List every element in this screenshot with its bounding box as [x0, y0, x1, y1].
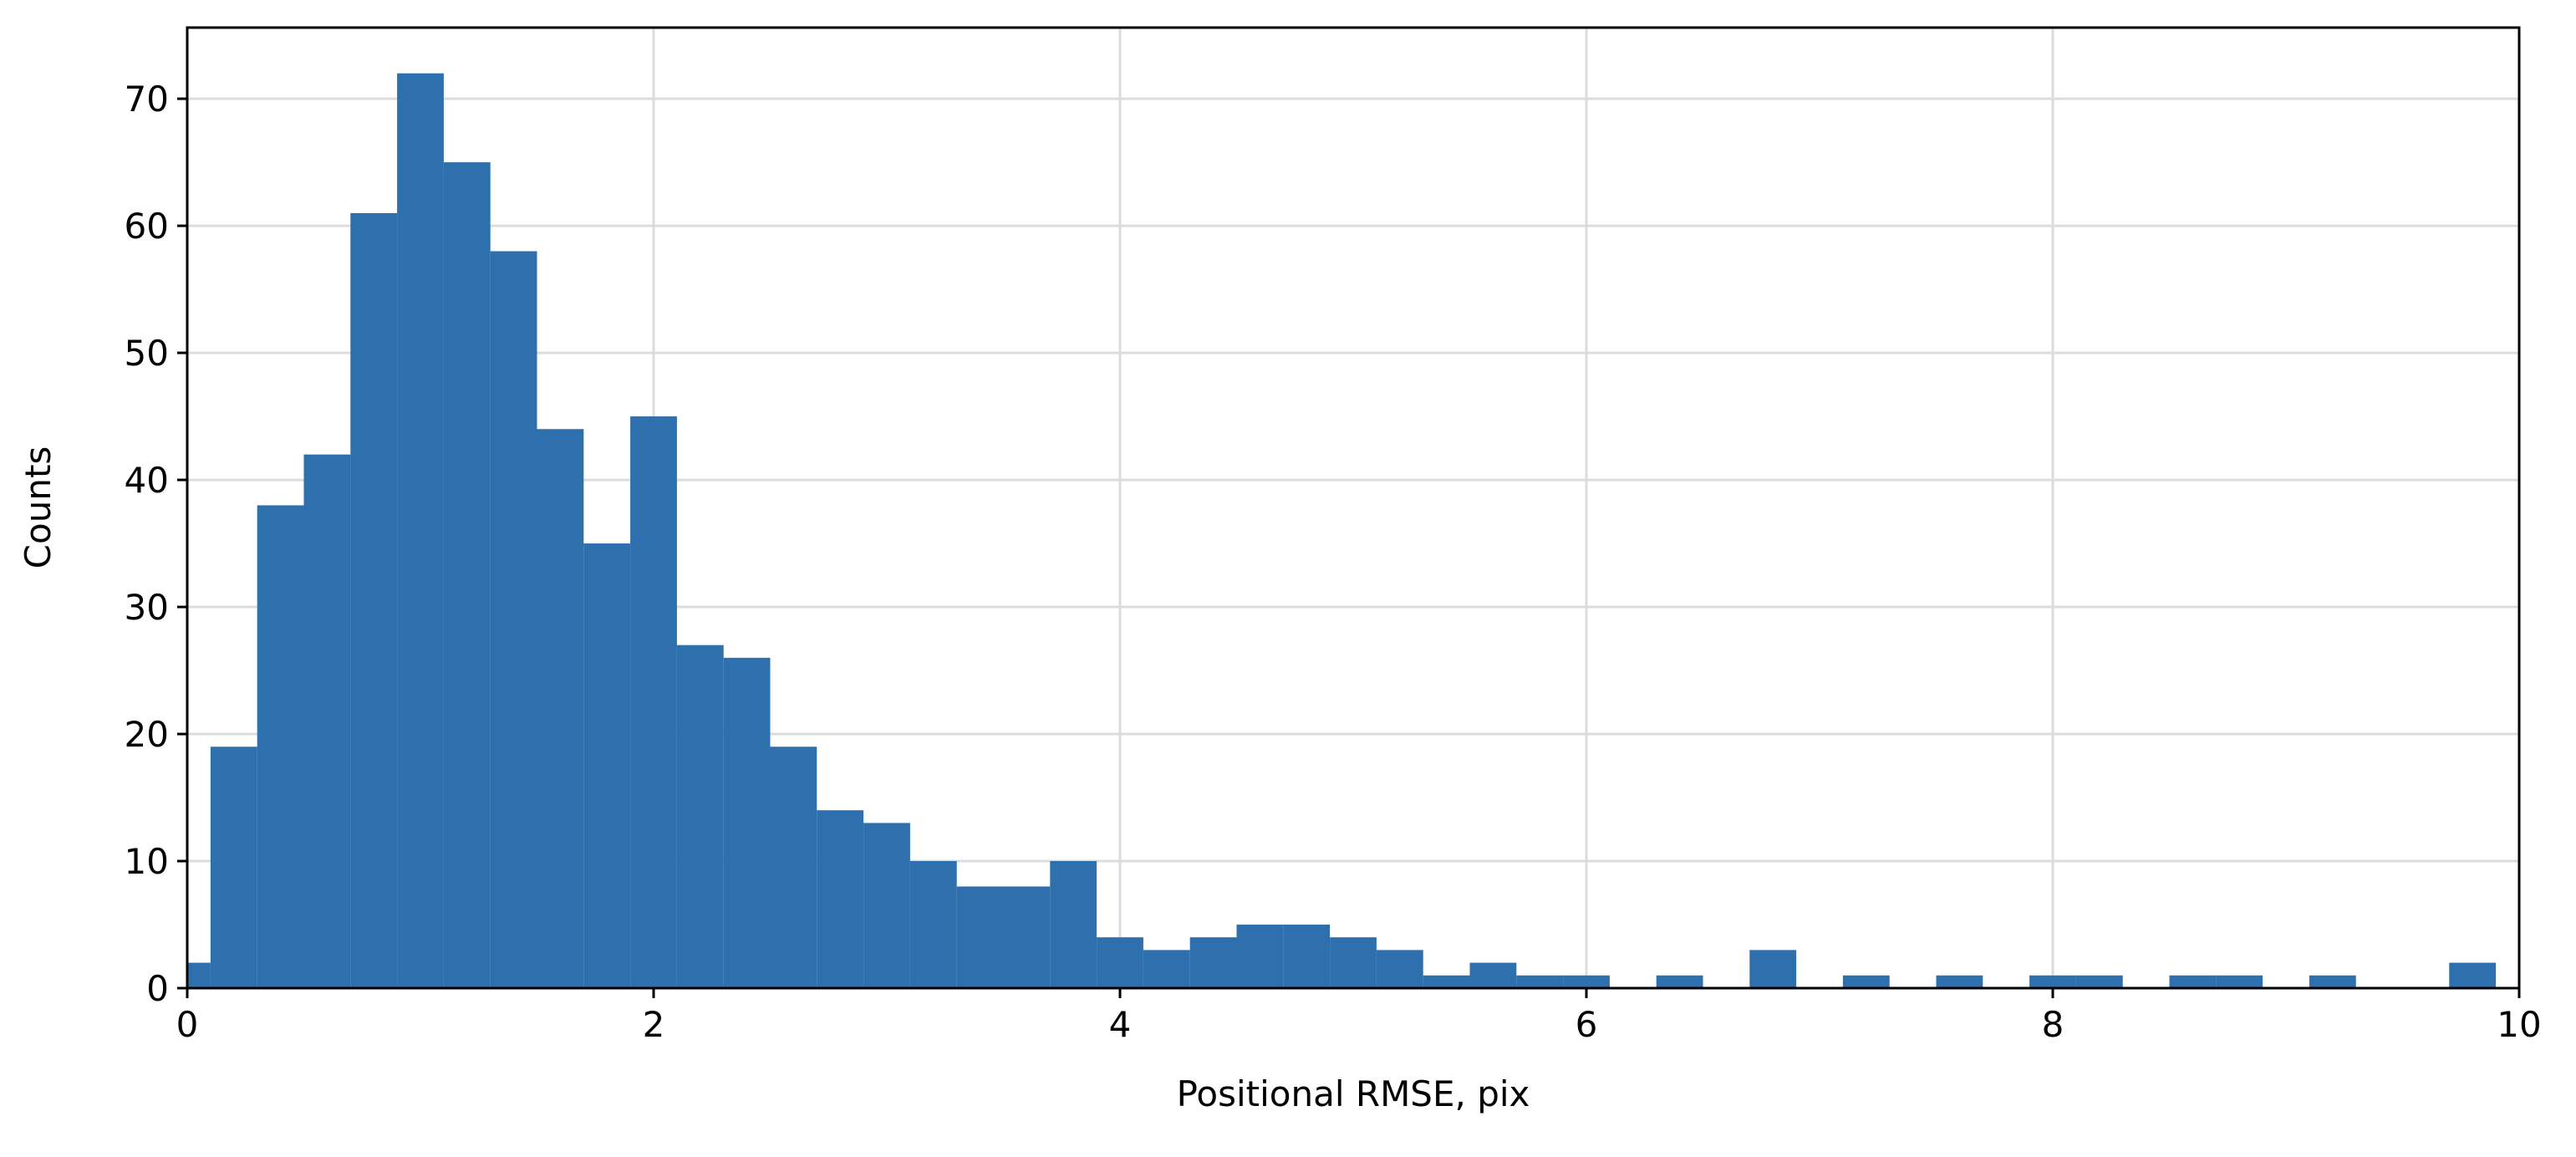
- bar: [1656, 975, 1703, 988]
- y-axis-label: Counts: [18, 446, 59, 569]
- bar: [210, 747, 257, 988]
- bar: [1050, 861, 1097, 988]
- bar: [1097, 937, 1143, 988]
- bar: [350, 212, 398, 988]
- bar: [1516, 975, 1564, 988]
- bar: [490, 251, 537, 988]
- bar: [1143, 950, 1190, 988]
- plot-frame: [186, 26, 2521, 990]
- bar: [863, 823, 910, 988]
- bar: [1469, 962, 1517, 988]
- y-tick-label: 10: [125, 841, 169, 882]
- bar: [2449, 962, 2497, 988]
- bar: [1376, 950, 1423, 988]
- bar: [1563, 975, 1610, 988]
- bar: [1936, 975, 1983, 988]
- bar: [630, 416, 677, 988]
- bar: [537, 429, 584, 988]
- y-tick-label: 60: [125, 206, 169, 247]
- bar: [1423, 975, 1470, 988]
- bar: [1749, 950, 1797, 988]
- bar: [257, 505, 304, 988]
- bars: [187, 73, 2497, 988]
- y-tick-label: 30: [125, 587, 169, 628]
- x-tick-label: 8: [2042, 1004, 2064, 1045]
- bar: [1842, 975, 1890, 988]
- bar: [770, 747, 817, 988]
- y-tick-label: 70: [125, 79, 169, 120]
- bar: [2029, 975, 2076, 988]
- y-tick-label: 50: [125, 333, 169, 374]
- bar: [2309, 975, 2356, 988]
- x-tick-label: 6: [1576, 1004, 1598, 1045]
- x-tick-label: 10: [2497, 1004, 2541, 1045]
- y-tick-label: 20: [125, 714, 169, 755]
- bar: [397, 73, 444, 988]
- bar: [723, 657, 771, 988]
- bar: [956, 886, 1004, 988]
- bar: [187, 962, 211, 988]
- bar: [817, 810, 864, 988]
- ticks: 0 10 20 30 40 50 60 70 0 2 4 6 8 10: [125, 79, 2542, 1045]
- bar: [1003, 886, 1051, 988]
- bar: [2216, 975, 2263, 988]
- x-tick-label: 2: [643, 1004, 665, 1045]
- bar: [303, 454, 351, 988]
- y-tick-label: 40: [125, 460, 169, 501]
- bar: [676, 645, 724, 988]
- x-axis-label: Positional RMSE, pix: [1177, 1073, 1530, 1114]
- bar: [1189, 937, 1237, 988]
- bar: [2075, 975, 2123, 988]
- bar: [1236, 925, 1284, 988]
- x-tick-label: 4: [1109, 1004, 1132, 1045]
- bar: [1330, 937, 1377, 988]
- bar: [909, 861, 957, 988]
- bar: [443, 162, 491, 988]
- bar: [583, 543, 631, 988]
- bar: [1283, 925, 1331, 988]
- x-tick-label: 0: [176, 1004, 199, 1045]
- bar: [2169, 975, 2217, 988]
- y-tick-label: 0: [146, 968, 169, 1009]
